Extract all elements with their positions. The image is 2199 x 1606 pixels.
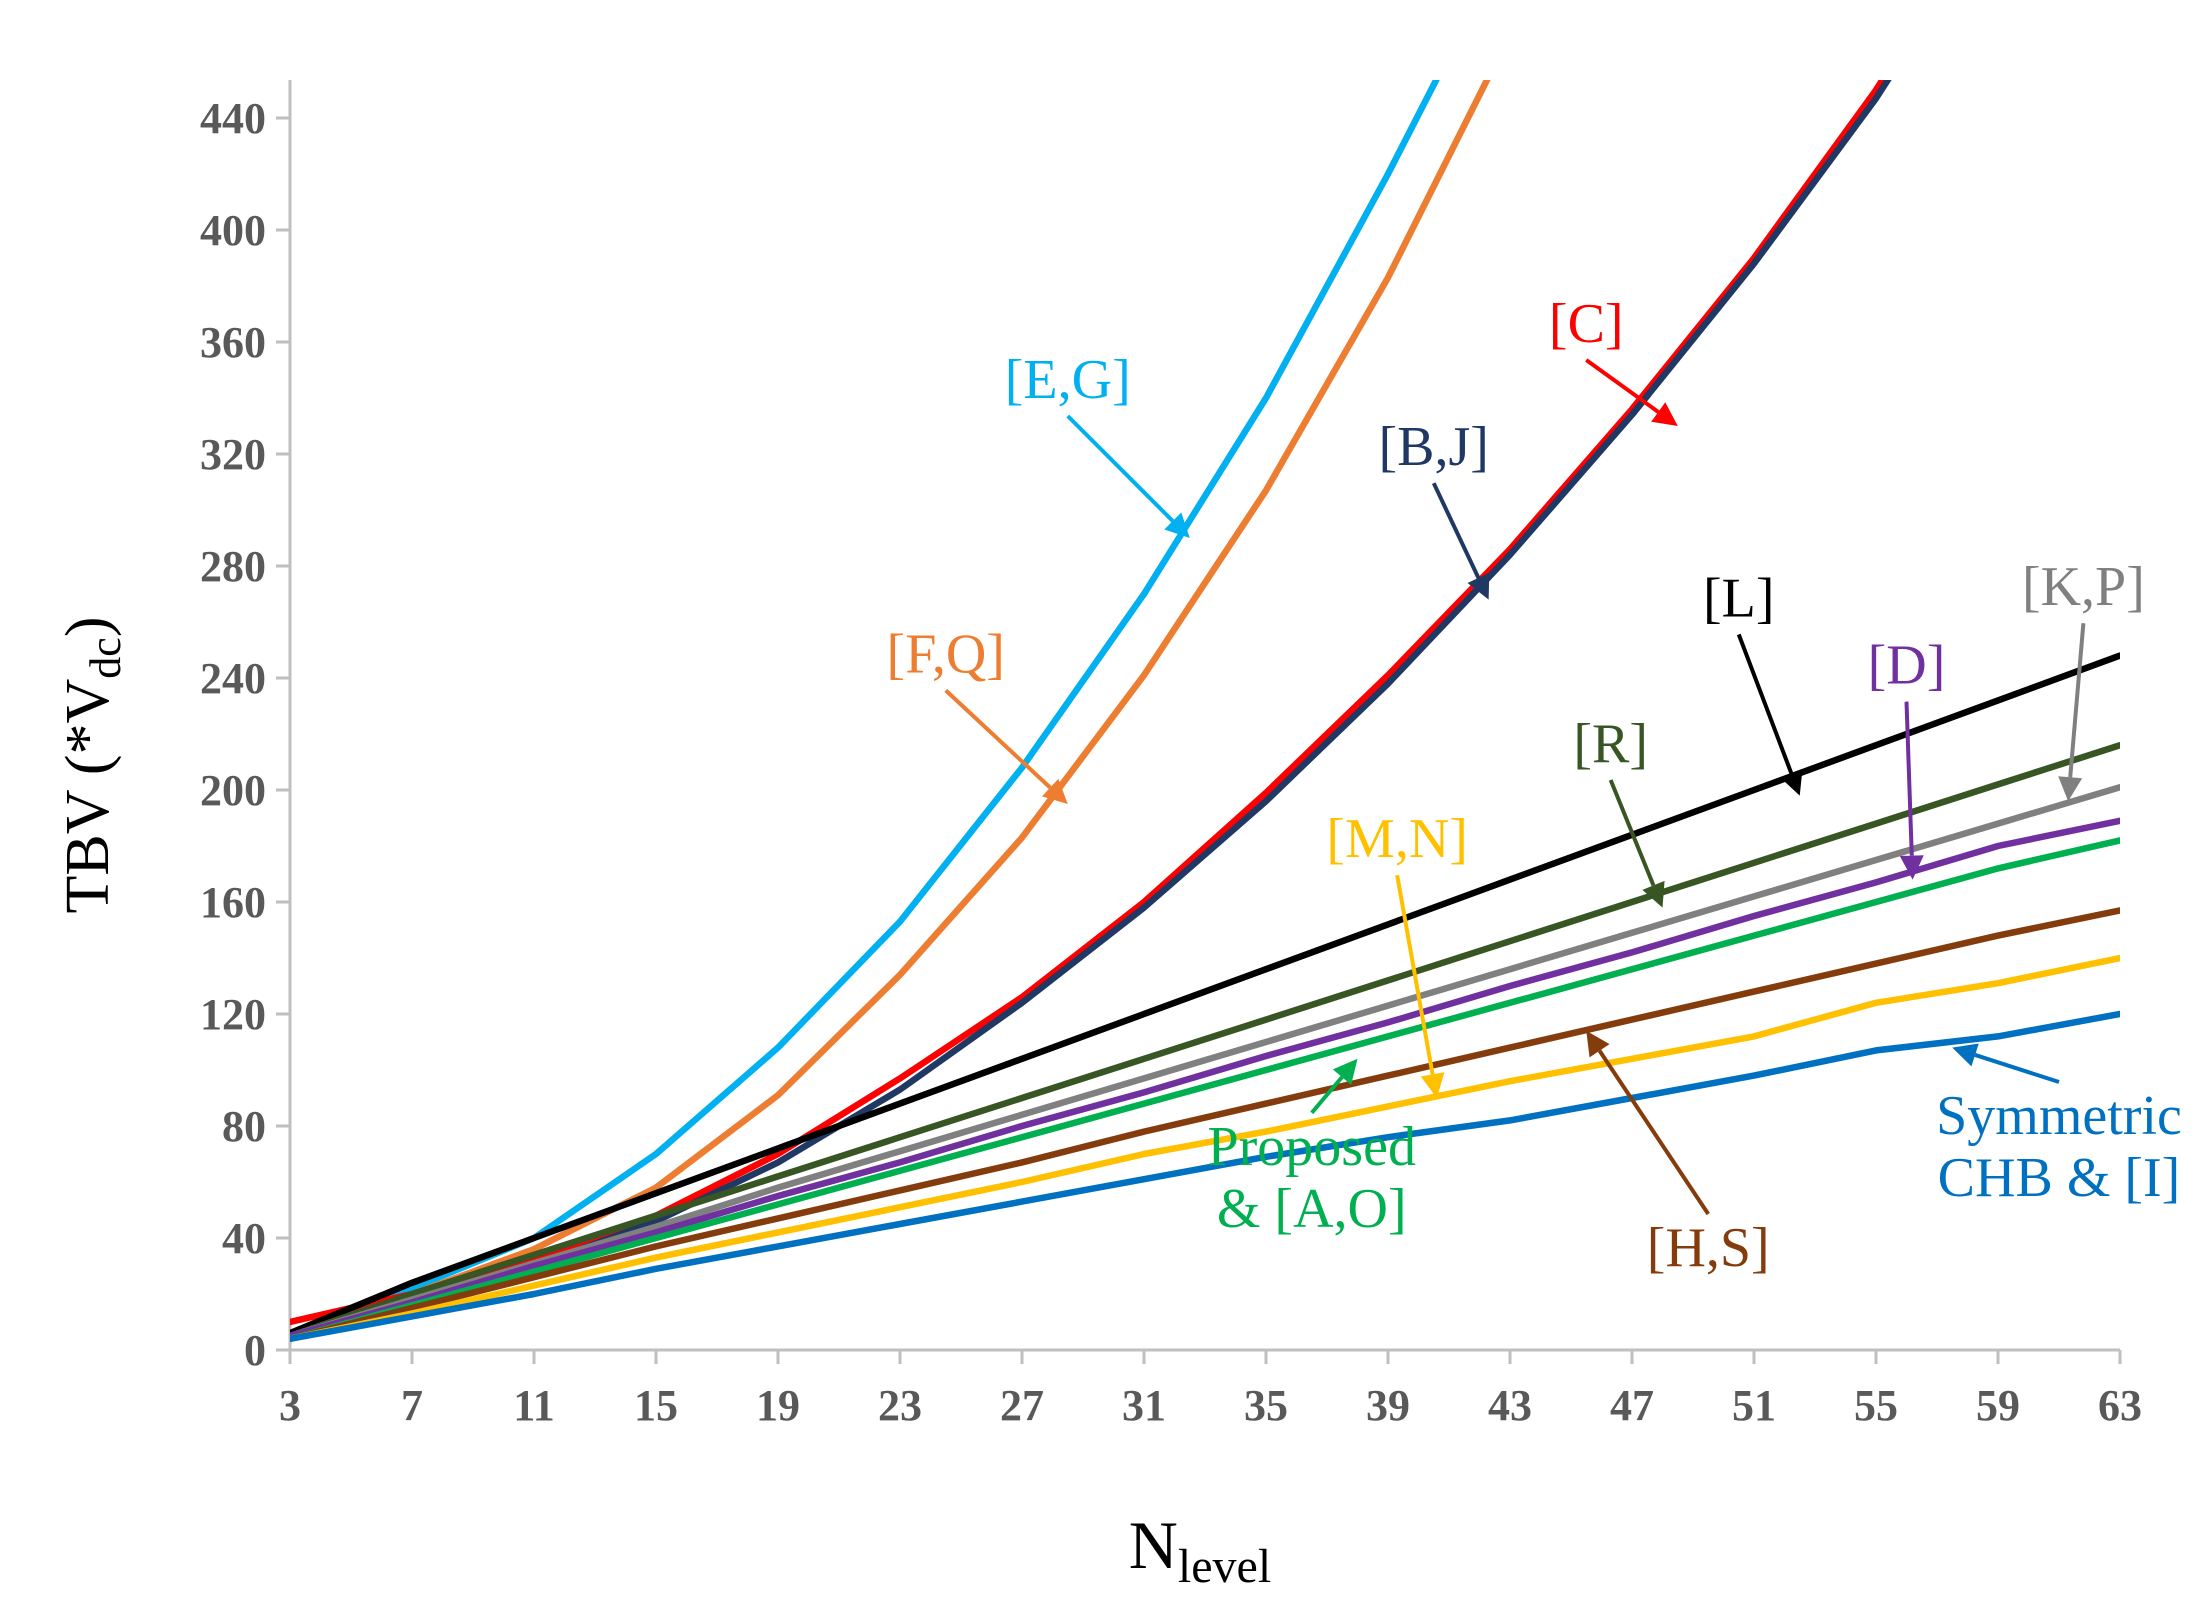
annotation-arrowhead-8: [1420, 1072, 1445, 1098]
y-tick-label: 280: [200, 542, 266, 591]
axis-titles: Nlevel TBV (*Vdc): [54, 617, 1271, 1594]
annotation-arrow-4: [1736, 633, 1794, 774]
y-axis-title-sub: dc: [81, 637, 130, 679]
annotation-arrow-7: [1904, 701, 1914, 856]
y-tick-label: 80: [222, 1102, 266, 1151]
annotation-arrow-6: [2068, 623, 2086, 778]
annotation-arrowhead-9: [1332, 1058, 1358, 1085]
annotation-label-10: [H,S]: [1647, 1217, 1770, 1279]
y-tick-label: 160: [200, 878, 266, 927]
x-tick-label: 35: [1244, 1381, 1288, 1430]
annotation-arrowhead-10: [1586, 1030, 1610, 1058]
series-layer: [290, 80, 2120, 1343]
y-tick-label: 40: [222, 1214, 266, 1263]
series-line-2: [290, 80, 1887, 1326]
x-tick-label: 59: [1976, 1381, 2020, 1430]
x-tick-label: 51: [1732, 1381, 1776, 1430]
annotation-arrow-0: [1066, 414, 1175, 523]
x-tick-label: 27: [1000, 1381, 1044, 1430]
y-tick-label: 120: [200, 990, 266, 1039]
series-line-4: [290, 652, 2120, 1337]
x-axis-title: Nlevel: [1129, 1507, 1271, 1593]
series-line-1: [290, 80, 1491, 1337]
annotation-label-4: [L]: [1703, 567, 1775, 629]
annotation-arrow-8: [1395, 874, 1435, 1075]
annotation-arrowhead-6: [2058, 776, 2083, 802]
series-line-8: [290, 837, 2120, 1343]
x-tick-label: 39: [1366, 1381, 1410, 1430]
y-axis-title: TBV (*Vdc): [54, 617, 130, 914]
y-tick-label: 320: [200, 430, 266, 479]
annotation-label-9: Proposed & [A,O]: [1208, 1116, 1416, 1240]
annotation-label-5: [R]: [1573, 713, 1648, 775]
annotation-arrowhead-1: [1042, 778, 1068, 804]
series-line-10: [290, 954, 2120, 1343]
annotation-arrow-5: [1608, 779, 1656, 887]
x-tick-label: 11: [513, 1381, 555, 1430]
annotation-label-11: Symmetric CHB & [I]: [1936, 1085, 2182, 1209]
annotation-label-7: [D]: [1868, 635, 1946, 697]
annotation-arrow-11: [1974, 1053, 2060, 1084]
y-tick-label: 440: [200, 94, 266, 143]
annotation-arrowhead-2: [1651, 402, 1678, 426]
annotation-arrowhead-0: [1164, 512, 1190, 538]
annotation-label-1: [F,Q]: [887, 623, 1005, 685]
x-axis-title-sub: level: [1178, 1540, 1271, 1593]
y-tick-label: 0: [244, 1326, 266, 1375]
annotation-arrow-3: [1431, 482, 1481, 579]
annotation-arrow-10: [1597, 1049, 1710, 1216]
series-line-6: [290, 783, 2120, 1340]
x-tick-label: 15: [634, 1381, 678, 1430]
y-axis-title-suffix: ): [54, 617, 122, 638]
annotation-arrowhead-4: [1780, 768, 1803, 796]
annotation-arrowhead-11: [1952, 1043, 1979, 1067]
annotation-arrowhead-7: [1899, 855, 1924, 880]
x-tick-label: 3: [279, 1381, 301, 1430]
x-axis-title-main: N: [1129, 1507, 1178, 1583]
x-tick-label: 47: [1610, 1381, 1654, 1430]
annotation-arrowhead-3: [1467, 572, 1490, 600]
annotation-arrow-1: [944, 688, 1052, 790]
annotation-label-2: [C]: [1549, 293, 1624, 355]
x-tick-label: 55: [1854, 1381, 1898, 1430]
y-tick-label: 200: [200, 766, 266, 815]
series-line-11: [290, 1010, 2120, 1343]
annotation-label-8: [M,N]: [1326, 808, 1468, 870]
y-tick-label: 360: [200, 318, 266, 367]
x-tick-label: 7: [401, 1381, 423, 1430]
x-tick-label: 43: [1488, 1381, 1532, 1430]
annotation-label-3: [B,J]: [1379, 416, 1489, 478]
annotation-layer: [E,G] [F,Q] [C] [B,J] [L] [R] [K,P] [D] [M,N] Pro…: [887, 293, 2182, 1279]
x-tick-label: 63: [2098, 1381, 2142, 1430]
axes: 0 40 80 120 160 200 240 280 320 360 400 440 3 7 11 15 19…: [200, 80, 2142, 1430]
x-tick-label: 19: [756, 1381, 800, 1430]
y-axis-title-prefix: TBV (*V: [54, 678, 122, 913]
annotation-label-0: [E,G]: [1005, 349, 1131, 411]
series-line-9: [290, 907, 2120, 1343]
x-tick-label: 23: [878, 1381, 922, 1430]
annotation-arrow-2: [1585, 358, 1660, 414]
series-line-5: [290, 741, 2120, 1340]
y-tick-label: 400: [200, 206, 266, 255]
y-tick-label: 240: [200, 654, 266, 703]
annotation-arrowhead-5: [1642, 880, 1665, 908]
annotation-label-6: [K,P]: [2022, 556, 2145, 618]
annotation-arrow-9: [1310, 1075, 1344, 1115]
x-tick-label: 31: [1122, 1381, 1166, 1430]
series-line-7: [290, 817, 2120, 1340]
